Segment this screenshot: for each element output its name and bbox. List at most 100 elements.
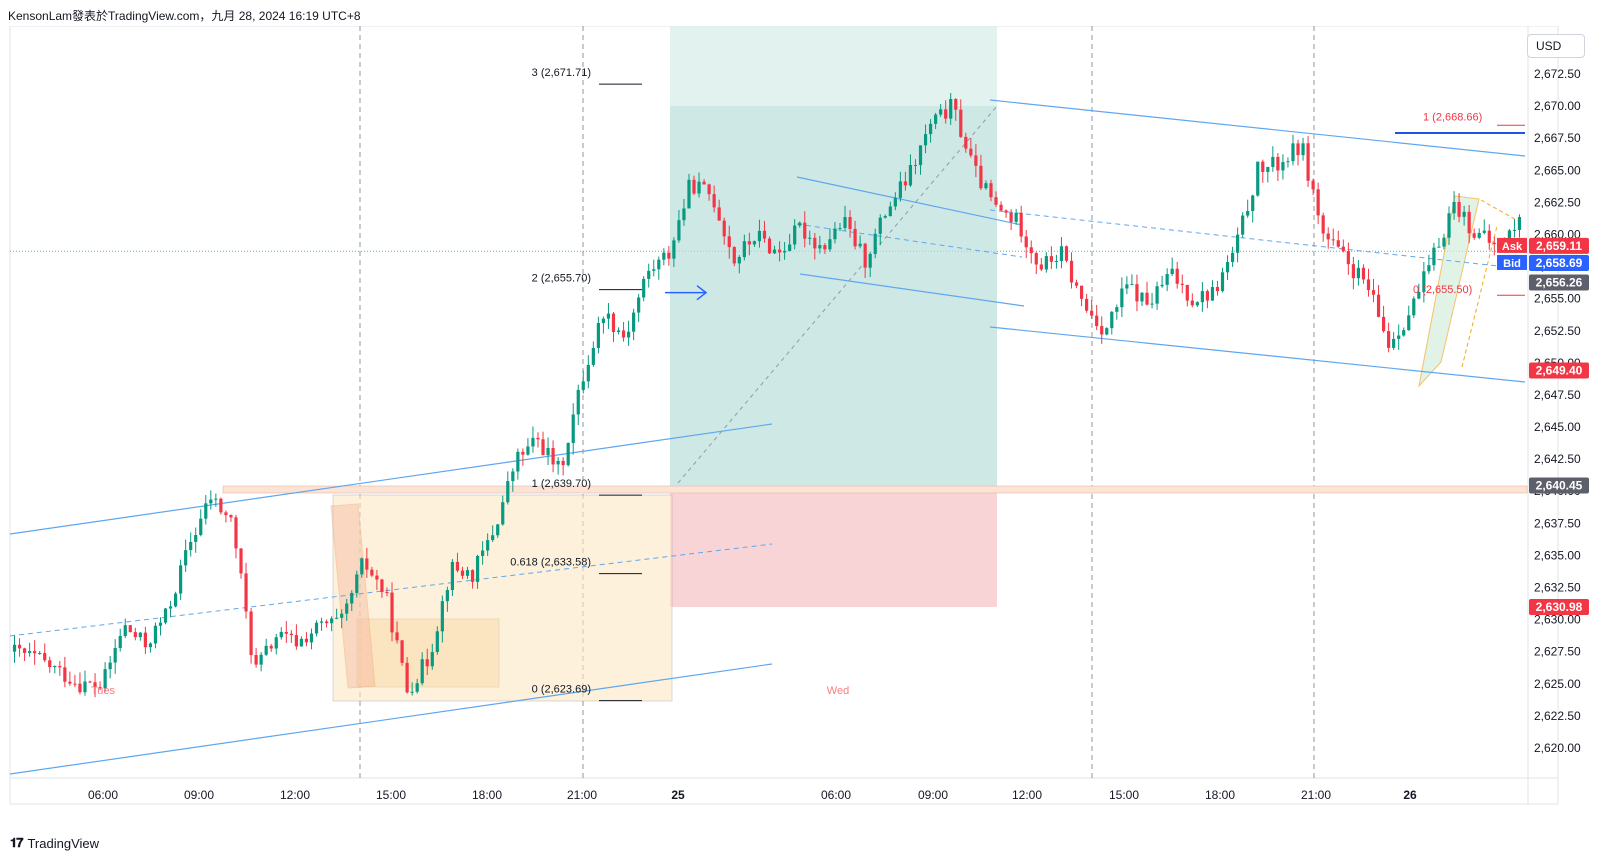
candle-body bbox=[632, 312, 636, 332]
candle-body bbox=[345, 603, 349, 614]
candle-body bbox=[289, 633, 293, 636]
candle-body bbox=[737, 257, 741, 264]
candle-body bbox=[1120, 288, 1124, 308]
candle-body bbox=[657, 259, 661, 270]
price-tick-label: 2,645.00 bbox=[1534, 420, 1581, 434]
candle-body bbox=[143, 632, 147, 648]
candle-body bbox=[1115, 307, 1119, 312]
candle-body bbox=[491, 535, 495, 541]
consolidation-box[interactable] bbox=[356, 618, 500, 688]
candle-body bbox=[486, 540, 490, 551]
rising-channel-lower[interactable] bbox=[9, 663, 773, 775]
position-path-line[interactable] bbox=[677, 105, 998, 484]
candle-body bbox=[1049, 256, 1053, 262]
candle-body bbox=[652, 269, 656, 271]
candle-body bbox=[294, 635, 298, 647]
candle-body bbox=[375, 575, 379, 580]
candle-body bbox=[1180, 283, 1184, 285]
candle-body bbox=[863, 243, 867, 268]
price-tick-label: 2,620.00 bbox=[1534, 741, 1581, 755]
candle-body bbox=[999, 204, 1003, 211]
candle-body bbox=[1175, 268, 1179, 284]
long-position-target-zone-upper[interactable] bbox=[670, 26, 997, 106]
candle-body bbox=[314, 622, 319, 634]
price-axis[interactable]: 2,620.00 2,622.50 2,625.00 2,627.50 2,630.00… bbox=[88, 67, 1589, 802]
rising-channel-upper[interactable] bbox=[9, 423, 773, 535]
trend-lines bbox=[9, 83, 1526, 775]
candle-body bbox=[1155, 286, 1159, 304]
candle-body bbox=[410, 691, 414, 693]
large-channel-lower[interactable] bbox=[989, 326, 1526, 383]
candle-body bbox=[1230, 252, 1235, 263]
candle-body bbox=[662, 252, 666, 260]
candle-body bbox=[158, 622, 163, 626]
candle-body bbox=[1150, 303, 1154, 305]
candle-body bbox=[606, 313, 611, 319]
right-flag-channel[interactable] bbox=[1418, 195, 1480, 388]
candle-body bbox=[1236, 234, 1240, 253]
candle-body bbox=[440, 601, 444, 632]
desc-channel-lower[interactable] bbox=[799, 273, 1025, 307]
level-gray-price-value: 2,656.26 bbox=[1536, 275, 1583, 289]
candle-body bbox=[184, 550, 188, 566]
rising-channel-mid[interactable] bbox=[9, 543, 773, 637]
candle-body bbox=[682, 208, 686, 221]
currency-selector-button[interactable]: USD bbox=[1527, 34, 1585, 58]
candle-body bbox=[340, 613, 344, 618]
candle-body bbox=[179, 565, 183, 594]
candle-body bbox=[1346, 251, 1350, 265]
candle-body bbox=[526, 446, 530, 455]
candle-body bbox=[1281, 162, 1285, 171]
candle-body bbox=[798, 222, 802, 226]
candle-body bbox=[1392, 338, 1396, 348]
candle-body bbox=[435, 631, 439, 653]
candle-body bbox=[465, 570, 470, 576]
tradingview-logo[interactable]: 𝟏𝟕 TradingView bbox=[10, 835, 99, 851]
candle-body bbox=[1361, 267, 1366, 280]
resistance-band[interactable] bbox=[222, 485, 1528, 494]
candle-body bbox=[1145, 292, 1149, 305]
candle-body bbox=[1225, 262, 1230, 273]
candle-body bbox=[1452, 201, 1456, 214]
footer-bar: 𝟏𝟕 TradingView bbox=[0, 830, 1600, 856]
candle-body bbox=[1387, 331, 1391, 348]
candle-body bbox=[1311, 180, 1315, 190]
candle-body bbox=[742, 241, 746, 258]
long-position-stop-zone[interactable] bbox=[670, 491, 997, 607]
candle-body bbox=[642, 278, 646, 298]
candle-body bbox=[1397, 335, 1401, 339]
candle-body bbox=[299, 638, 304, 647]
candle-body bbox=[330, 618, 334, 624]
candle-body bbox=[360, 558, 364, 575]
candle-body bbox=[199, 518, 203, 536]
candle-body bbox=[581, 381, 585, 390]
candle-body bbox=[501, 502, 505, 525]
candle-body bbox=[561, 460, 565, 466]
arrow-icon[interactable] bbox=[696, 285, 708, 301]
candle-body bbox=[848, 217, 852, 229]
candle-body bbox=[616, 330, 621, 332]
candle-body bbox=[93, 682, 97, 688]
candle-body bbox=[808, 237, 812, 239]
brand-name: TradingView bbox=[27, 835, 100, 851]
price-tick-label: 2,667.50 bbox=[1534, 131, 1581, 145]
candle-body bbox=[1054, 260, 1059, 262]
candle-body bbox=[667, 252, 671, 259]
candle-body bbox=[601, 318, 606, 324]
candle-body bbox=[88, 681, 92, 683]
large-channel-upper[interactable] bbox=[989, 99, 1526, 157]
desc-channel-upper[interactable] bbox=[796, 176, 1023, 226]
candle-body bbox=[702, 181, 706, 185]
candle-body bbox=[833, 228, 837, 240]
candle-body bbox=[591, 347, 595, 365]
price-chart[interactable]: Tues Wed 3 (2,671.71) 2 (2,655.70) 1 (2,639.… bbox=[0, 25, 1600, 830]
candle-body bbox=[677, 220, 681, 241]
candle-body bbox=[672, 240, 676, 259]
candle-body bbox=[1477, 232, 1481, 238]
candle-body bbox=[944, 109, 948, 119]
candle-body bbox=[1492, 242, 1496, 245]
flag-extension-upper[interactable] bbox=[1480, 199, 1521, 223]
candle-body bbox=[1301, 143, 1305, 156]
time-tick-label: 06:00 bbox=[821, 788, 851, 802]
flag-extension-lower[interactable] bbox=[1461, 225, 1498, 368]
